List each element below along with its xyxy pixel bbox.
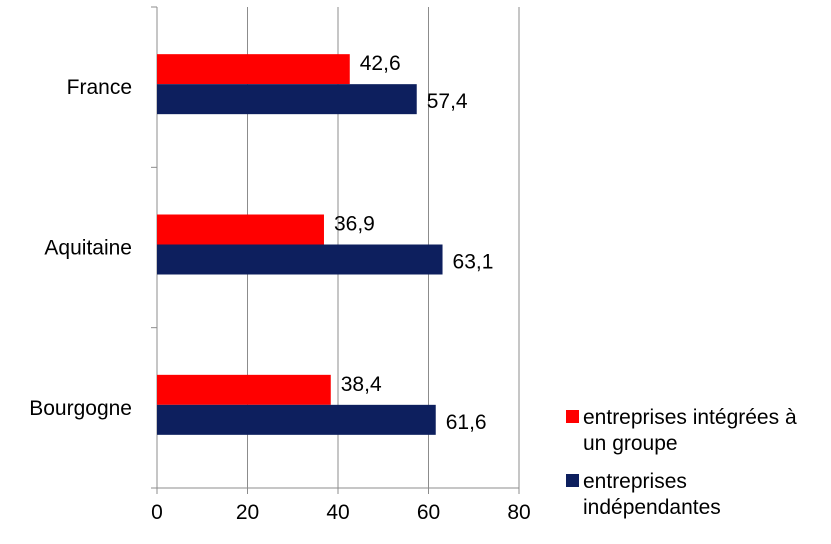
x-tick-label-0: 0 (151, 501, 163, 524)
data-label-independent-france: 57,4 (427, 90, 468, 113)
x-tick-label-20: 20 (236, 501, 259, 524)
legend: entreprises intégrées à un groupe entrep… (566, 405, 831, 533)
legend-swatch-independent (566, 474, 579, 487)
legend-item-independent: entreprises indépendantes (566, 469, 831, 521)
data-label-independent-aquitaine: 63,1 (453, 251, 494, 274)
data-label-integrated-france: 42,6 (360, 52, 401, 75)
bar-integrated-aquitaine (157, 214, 324, 245)
bar-integrated-france (157, 54, 350, 85)
x-tick-label-80: 80 (507, 501, 530, 524)
legend-item-integrated: entreprises intégrées à un groupe (566, 405, 831, 457)
bar-independent-france (157, 84, 417, 115)
data-label-integrated-aquitaine: 36,9 (334, 213, 375, 236)
bar-independent-aquitaine (157, 244, 443, 275)
bar-integrated-bourgogne (157, 374, 331, 405)
data-label-independent-bourgogne: 61,6 (446, 411, 487, 434)
category-label-bourgogne: Bourgogne (29, 397, 132, 420)
bar-independent-bourgogne (157, 404, 436, 435)
category-label-aquitaine: Aquitaine (44, 237, 132, 260)
data-label-integrated-bourgogne: 38,4 (341, 373, 382, 396)
x-tick-label-60: 60 (417, 501, 440, 524)
legend-label-independent: entreprises indépendantes (583, 470, 721, 519)
legend-label-integrated: entreprises intégrées à un groupe (583, 406, 797, 455)
category-label-france: France (67, 76, 132, 99)
legend-swatch-integrated (566, 410, 579, 423)
x-tick-label-40: 40 (326, 501, 349, 524)
